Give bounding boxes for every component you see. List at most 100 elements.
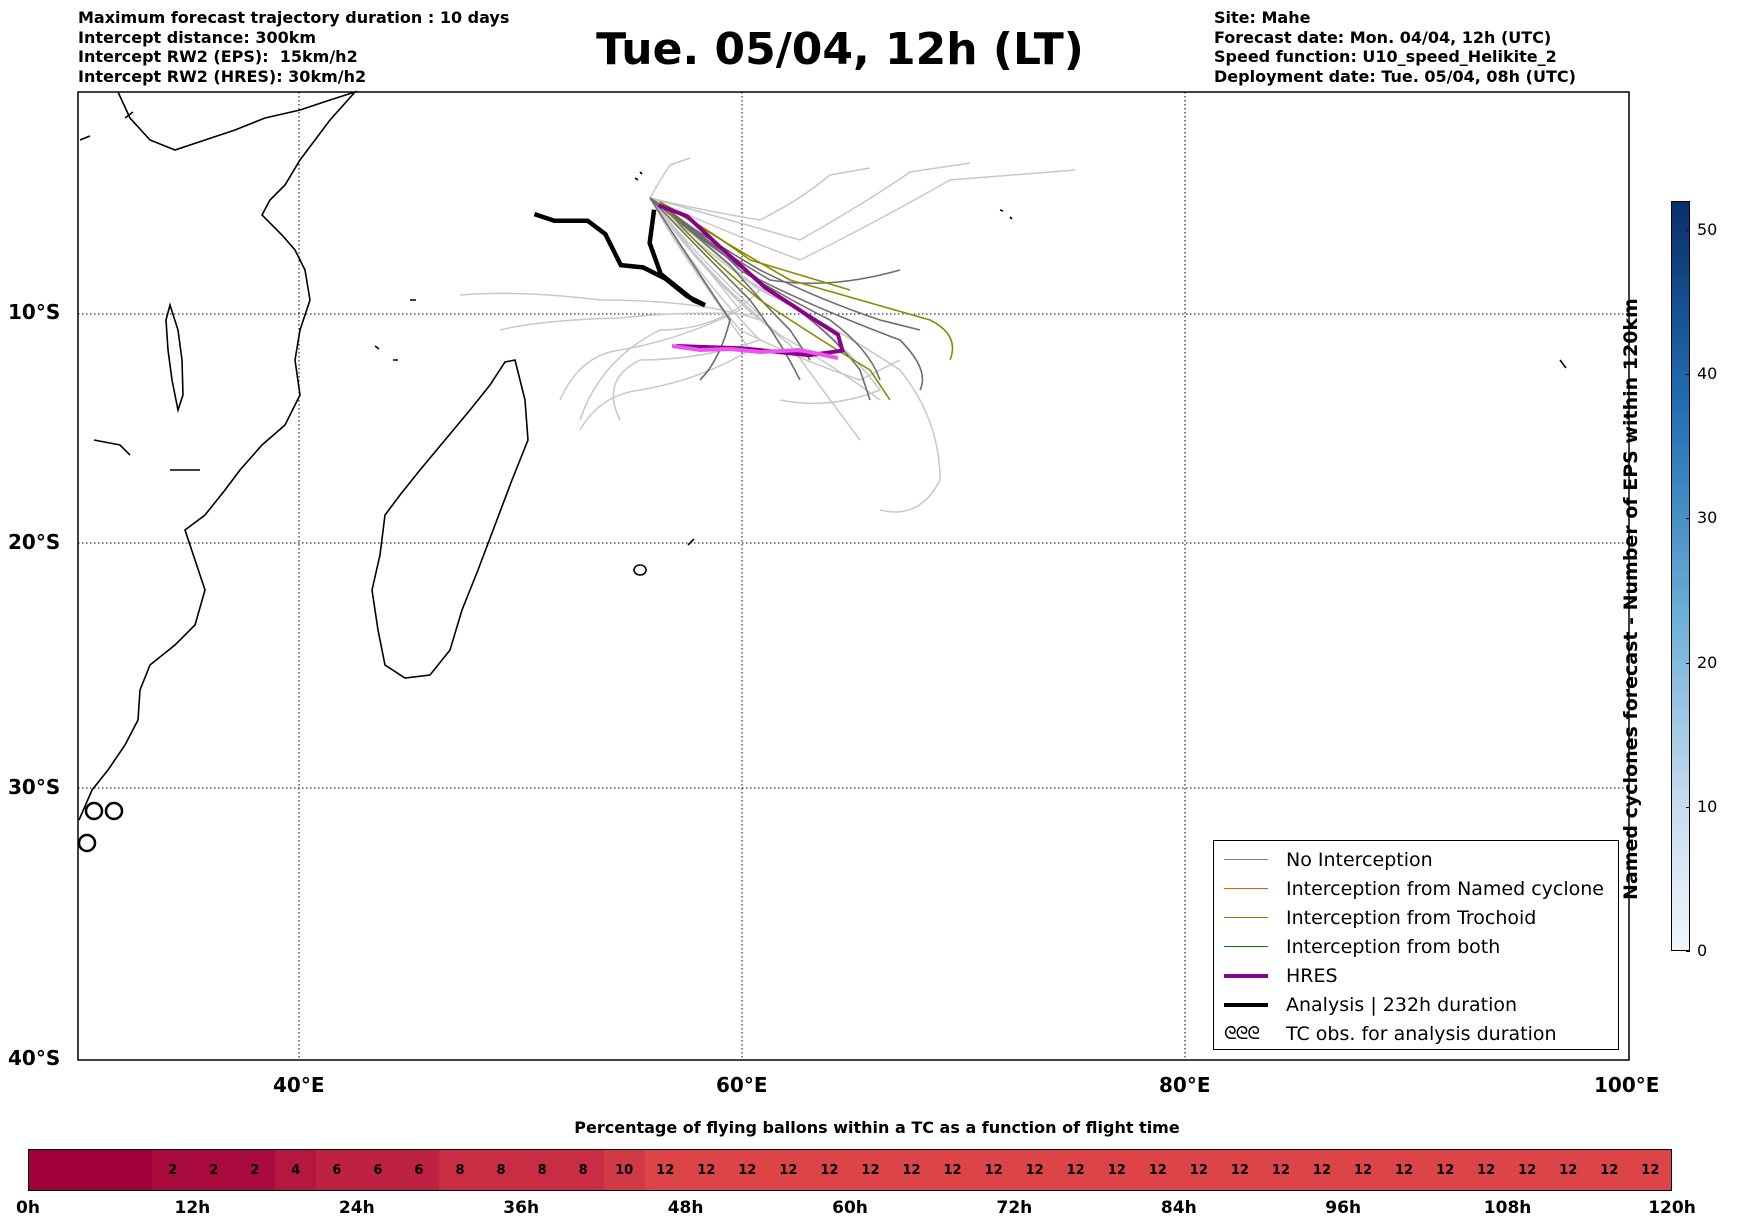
colorbar-cell: 12 [849,1150,891,1190]
colorbar-cell: 12 [932,1150,974,1190]
colorbar-tick-label: 10 [1697,796,1718,816]
legend-label: No Interception [1286,848,1433,871]
header-right-line: Deployment date: Tue. 05/04, 08h (UTC) [1214,66,1576,86]
colorbar-cell: 12 [1219,1150,1261,1190]
colorbar-cell: 12 [1629,1150,1671,1190]
header-right-line: Speed function: U10_speed_Helikite_2 [1214,47,1557,66]
colorbar-horizontal-tick: 60h [832,1198,868,1218]
legend-label: Interception from Trochoid [1286,906,1537,929]
colorbar-cell: 12 [726,1150,768,1190]
colorbar-cell: 12 [973,1150,1015,1190]
tc-symbol-icon: ᘓᘓᘓ [1224,1023,1260,1044]
legend-label: Analysis | 232h duration [1286,993,1518,1016]
colorbar-tick-label: 20 [1697,652,1718,672]
colorbar-horizontal-tick: 12h [174,1198,211,1218]
lon-label-80e: 80°E [1159,1073,1211,1097]
colorbar-cell: 12 [1055,1150,1097,1190]
eps-track [649,169,1076,261]
coast-mascarene [633,538,695,576]
tc-symbol [104,801,124,821]
lat-label-10s: 10°S [8,300,61,324]
colorbar-cell: 12 [890,1150,933,1190]
colorbar-tick-mark [1686,951,1690,952]
tc-symbol [77,833,97,853]
header-left: Maximum forecast trajectory duration : 1… [78,8,509,86]
eps-track [649,157,691,199]
colorbar-cell: 12 [1547,1150,1589,1190]
colorbar-cell: 8 [521,1150,563,1190]
colorbar-cell: 12 [1424,1150,1466,1190]
eps-track [649,197,901,381]
colorbar-horizontal-tick: 36h [503,1198,540,1218]
colorbar-horizontal: 2 2 2 4 6 6 6 8 8 8 8 10 12 12 12 12 12 12 12 12 12 12 12 12 12 1… [28,1149,1672,1191]
colorbar-cell: 12 [1506,1150,1548,1190]
lat-label-40s: 40°S [8,1046,61,1070]
legend-item-trochoid: Interception from Trochoid [1220,903,1618,932]
eps-track [579,197,762,421]
lon-label-40e: 40°E [273,1073,325,1097]
eps-track [649,197,882,405]
colorbar-cell: 6 [316,1150,358,1190]
legend-label: TC obs. for analysis duration [1286,1022,1557,1045]
map-frame [77,91,1630,1061]
colorbar-cell: 12 [685,1150,727,1190]
colorbar-cell: 2 [152,1150,194,1190]
analysis-track [533,209,707,308]
coast-madagascar [371,359,529,679]
coast-arabia [79,111,134,141]
lat-label-20s: 20°S [8,530,61,554]
colorbar-tick-mark [1686,229,1690,231]
eps-track [649,167,871,221]
header-left-line: Maximum forecast trajectory duration : 1… [78,8,510,27]
colorbar-cell: 12 [1260,1150,1302,1190]
colorbar-tick-label: 50 [1697,219,1718,239]
legend-item-tc-obs: ᘓᘓᘓ TC obs. for analysis duration [1220,1019,1618,1048]
coastlines [78,90,1567,821]
page-title: Tue. 05/04, 12h (LT) [596,24,1084,75]
colorbar-horizontal-tick: 120h [1648,1198,1696,1218]
colorbar-cell: 8 [480,1150,522,1190]
trochoid-track [659,201,891,401]
colorbar-tick-label: 40 [1697,364,1718,384]
colorbar-tick-label: 30 [1697,508,1718,528]
eps-light-tracks [459,157,1076,513]
eps-track [649,197,924,391]
header-left-line: Intercept RW2 (EPS): 15km/h2 [78,47,358,66]
header-left-line: Intercept RW2 (HRES): 30km/h2 [78,66,367,86]
colorbar-cell: 12 [767,1150,809,1190]
colorbar-cell: 12 [1096,1150,1138,1190]
eps-track [459,197,761,321]
colorbar-vertical [1671,201,1690,951]
legend-item-analysis: Analysis | 232h duration [1220,990,1618,1019]
colorbar-cell: 6 [357,1150,399,1190]
eps-track [649,197,921,331]
header-left-line: Intercept distance: 300km [78,27,317,47]
legend-label: Interception from Named cyclone [1286,877,1604,900]
lon-label-60e: 60°E [716,1073,768,1097]
colorbar-cell: 8 [439,1150,481,1190]
legend-label: Interception from both [1286,935,1501,958]
colorbar-cell: 12 [1588,1150,1630,1190]
colorbar-cell: 12 [1301,1150,1343,1190]
colorbar-cell: 10 [603,1150,645,1190]
eps-track [649,197,861,441]
legend-item-both: Interception from both [1220,932,1618,961]
colorbar-horizontal-tick: 96h [1325,1198,1362,1218]
colorbar-cell: 8 [562,1150,604,1190]
header-right-line: Forecast date: Mon. 04/04, 12h (UTC) [1214,27,1552,47]
header-right-line: Site: Mahe [1214,8,1311,27]
tc-symbol [84,801,104,821]
eps-track [499,197,763,331]
colorbar-cell: 12 [808,1150,850,1190]
colorbar-horizontal-tick: 0h [16,1198,40,1218]
lat-label-30s: 30°S [8,775,61,799]
tc-obs-symbols [77,801,124,853]
legend-label: HRES [1286,964,1338,987]
colorbar-cell: 12 [1137,1150,1179,1190]
colorbar-horizontal-tick: 84h [1160,1198,1197,1218]
colorbar-cell: 2 [234,1150,276,1190]
colorbar-cell [70,1150,112,1190]
colorbar-cell: 12 [1342,1150,1384,1190]
colorbar-horizontal-tick: 108h [1483,1198,1532,1218]
